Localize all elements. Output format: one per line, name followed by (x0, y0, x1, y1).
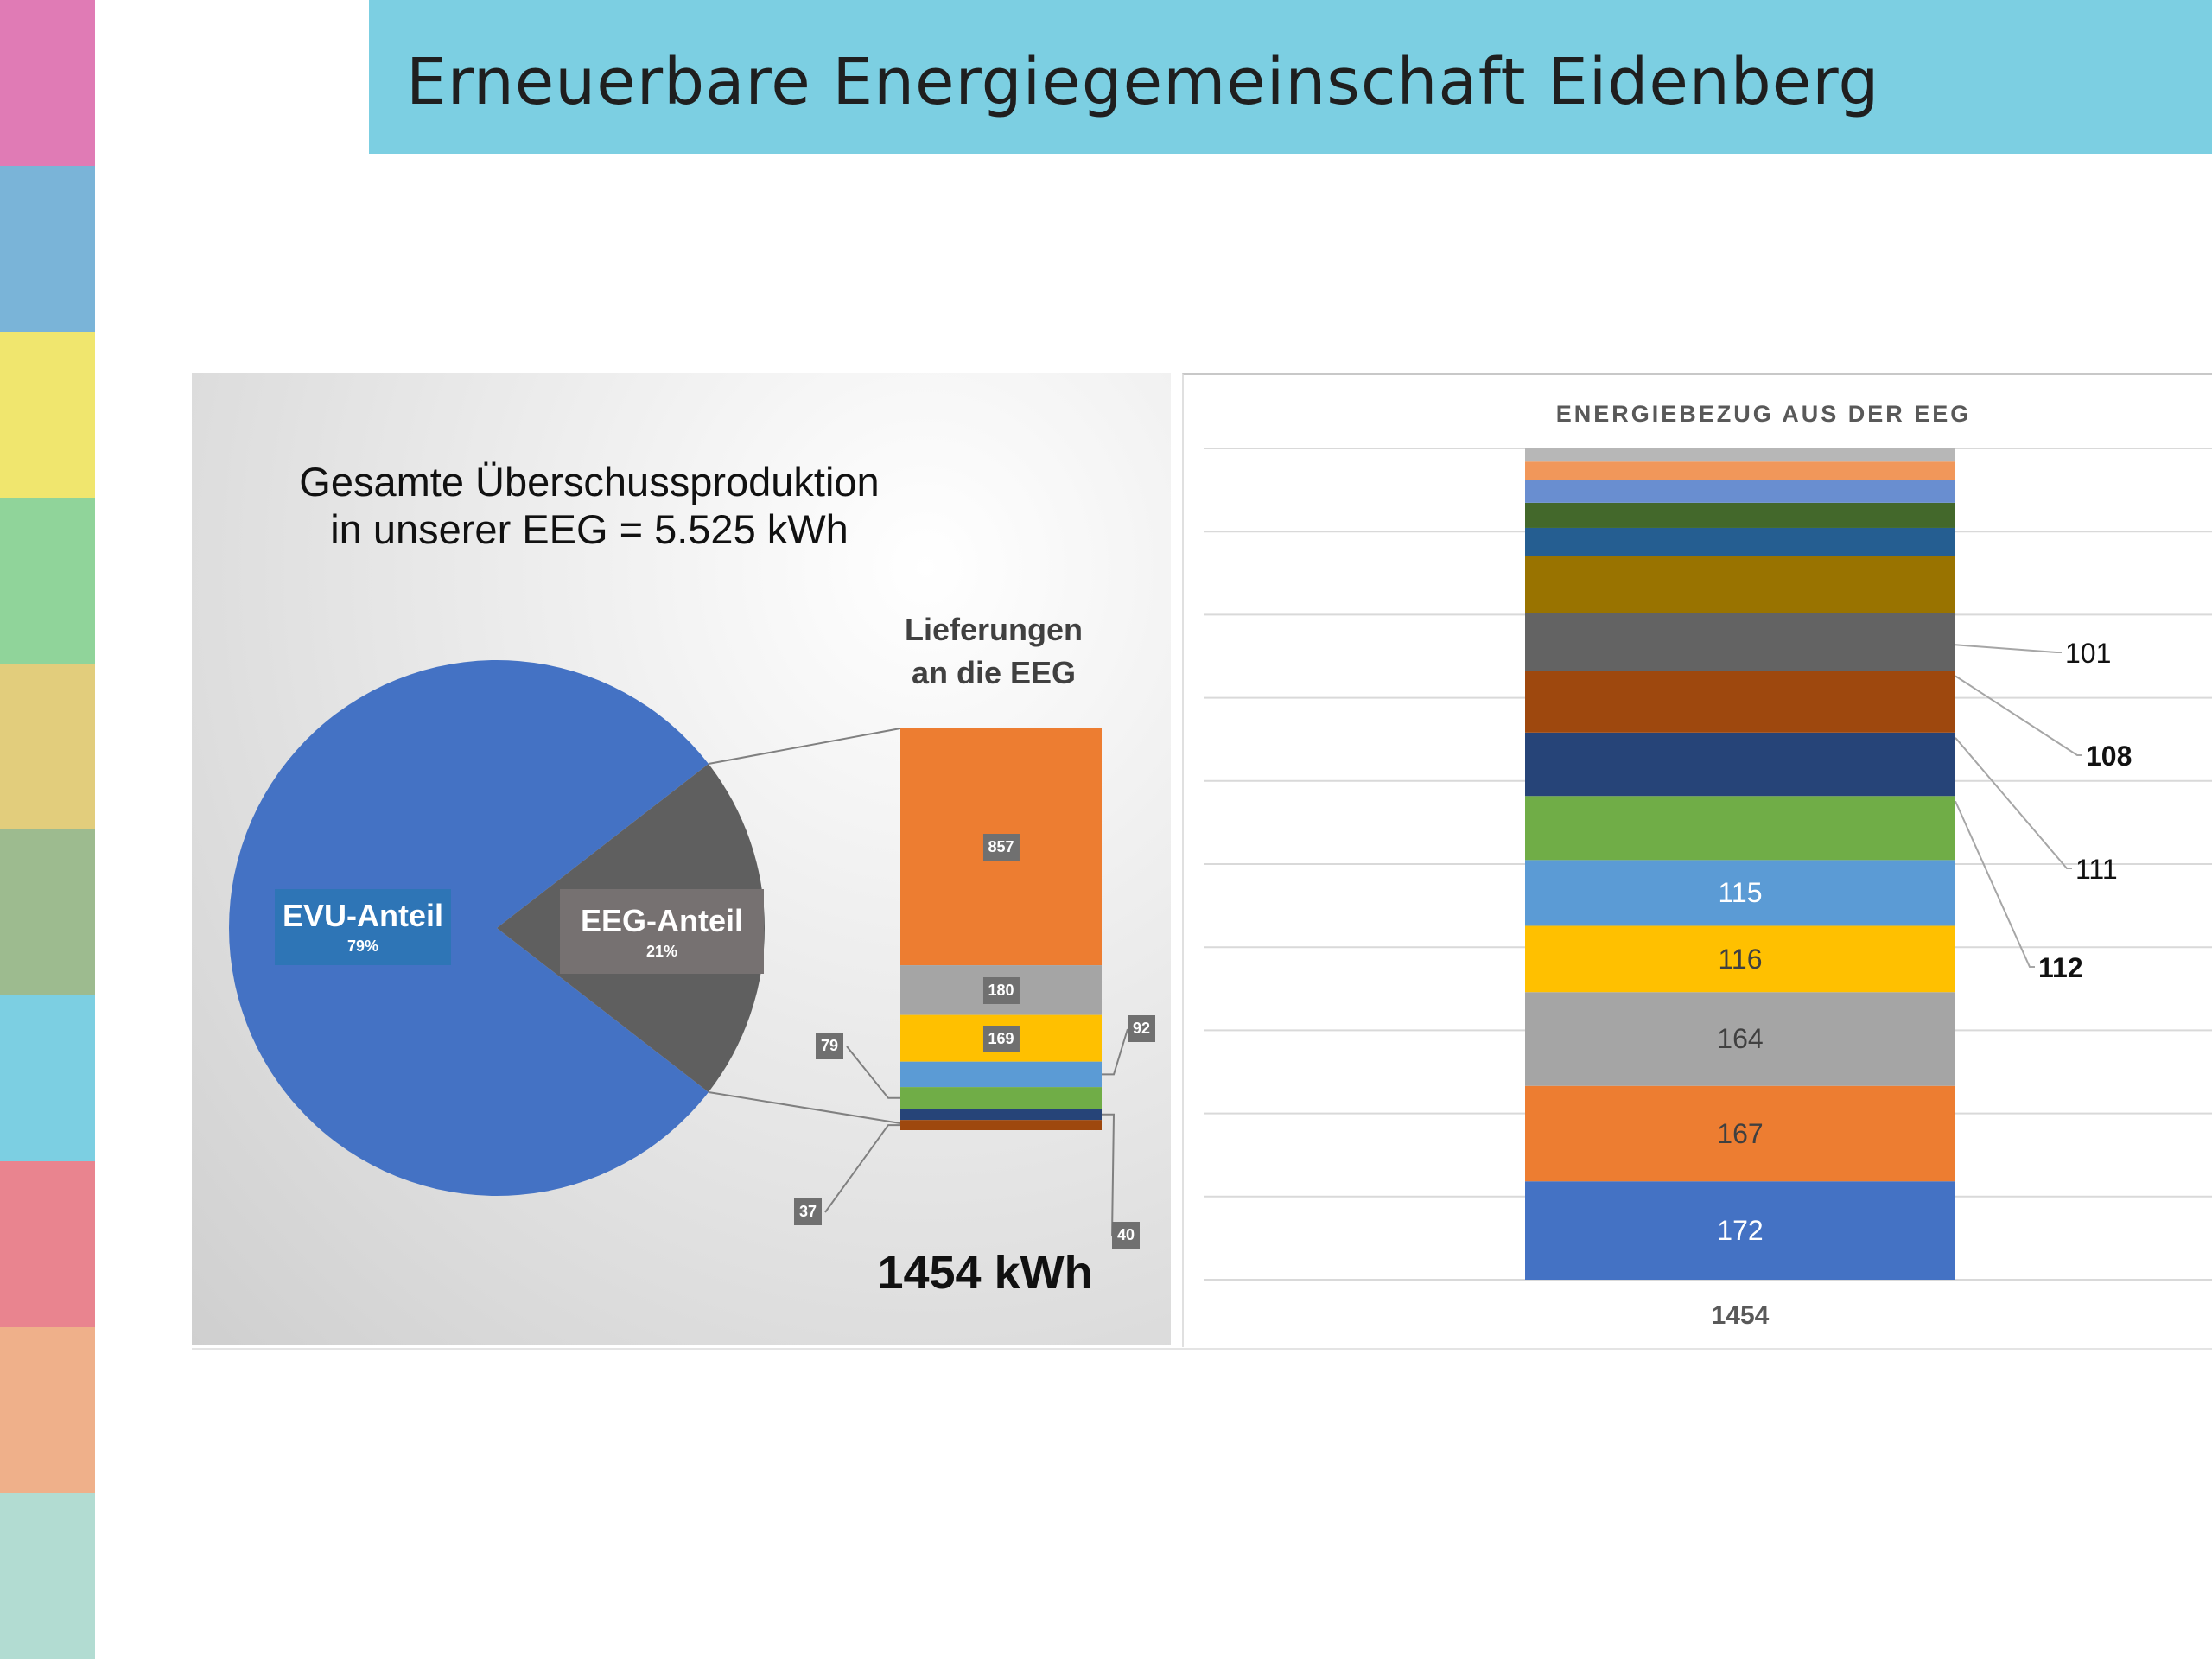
consumption-segment (1525, 1181, 1955, 1280)
consumption-callout-111: 111 (2075, 854, 2118, 885)
consumption-segment (1525, 461, 1955, 480)
strip-stripe (0, 1161, 95, 1327)
consumption-title: ENERGIEBEZUG AUS DER EEG (1555, 401, 1972, 427)
leader-line-92 (1102, 1028, 1128, 1076)
consumption-label-164: 164 (1717, 1023, 1764, 1055)
title-banner: Erneuerbare Energiegemeinschaft Eidenber… (369, 0, 2212, 154)
strip-stripe (0, 1493, 95, 1659)
consumption-segment (1525, 992, 1955, 1086)
consumption-label-116: 116 (1718, 943, 1763, 975)
deliveries-title-line1: Lieferungen (904, 612, 1084, 647)
consumption-segment (1525, 480, 1955, 503)
deliveries-total: 1454 kWh (877, 1247, 1093, 1299)
callout-line-108 (1955, 675, 2082, 756)
consumption-callout-108: 108 (2086, 741, 2133, 772)
strip-stripe (0, 664, 95, 830)
eeg-label-box: EEG-Anteil 21% (560, 889, 764, 974)
consumption-callout-112: 112 (2038, 952, 2083, 983)
consumption-segment (1525, 556, 1955, 613)
eeg-label: EEG-Anteil (580, 903, 743, 938)
consumption-segment (1525, 613, 1955, 671)
leader-line-40 (1102, 1113, 1116, 1236)
evu-label: EVU-Anteil (282, 898, 443, 933)
deliveries-label-37: 37 (794, 1198, 823, 1225)
consumption-callout-101: 101 (2065, 638, 2112, 669)
consumption-segment (1525, 860, 1955, 926)
evu-percent: 79% (346, 938, 379, 955)
color-strip (0, 0, 95, 1659)
consumption-segment (1525, 796, 1955, 861)
eeg-percent: 21% (645, 943, 678, 960)
callout-line-101 (1955, 644, 2062, 653)
deliveries-label-169: 169 (982, 1025, 1020, 1052)
page-title: Erneuerbare Energiegemeinschaft Eidenber… (406, 45, 1880, 119)
consumption-segment (1525, 671, 1955, 733)
strip-stripe (0, 498, 95, 664)
consumption-segment (1525, 732, 1955, 797)
strip-stripe (0, 0, 95, 166)
sheet-gridline (192, 1348, 2212, 1350)
callout-line-112 (1955, 800, 2035, 968)
consumption-category-label: 1454 (1711, 1301, 1770, 1330)
consumption-label-115: 115 (1718, 877, 1763, 909)
deliveries-segment-37 (900, 1120, 1102, 1130)
deliveries-segment-92 (900, 1061, 1102, 1088)
consumption-segment (1525, 448, 1955, 462)
pie-slice-evu (229, 659, 709, 1196)
deliveries-title-line2: an die EEG (911, 655, 1077, 690)
deliveries-label-92: 92 (1128, 1015, 1156, 1042)
strip-stripe (0, 995, 95, 1161)
connector-line-top (708, 728, 901, 765)
deliveries-label-857: 857 (982, 834, 1020, 861)
deliveries-label-79: 79 (816, 1033, 844, 1059)
deliveries-label-40: 40 (1112, 1222, 1141, 1249)
connector-line-bottom (708, 1091, 901, 1124)
strip-stripe (0, 332, 95, 498)
strip-stripe (0, 166, 95, 332)
pie-title-line1: Gesamte Überschussproduktion (299, 459, 880, 505)
deliveries-label-180: 180 (982, 976, 1020, 1004)
consumption-segment (1525, 1085, 1955, 1182)
evu-label-box: EVU-Anteil 79% (275, 889, 451, 965)
deliveries-segment-40 (900, 1109, 1102, 1121)
consumption-segment (1525, 527, 1955, 556)
pie-title-line2: in unserer EEG = 5.525 kWh (330, 506, 849, 552)
consumption-segment (1525, 502, 1955, 528)
consumption-label-172: 172 (1717, 1215, 1764, 1247)
consumption-label-167: 167 (1717, 1117, 1764, 1149)
callout-line-111 (1955, 737, 2072, 869)
strip-stripe (0, 830, 95, 995)
leader-line-79 (846, 1046, 900, 1099)
strip-stripe (0, 1327, 95, 1493)
consumption-segment (1525, 925, 1955, 993)
deliveries-segment-79 (900, 1087, 1102, 1109)
leader-line-37 (824, 1124, 900, 1213)
